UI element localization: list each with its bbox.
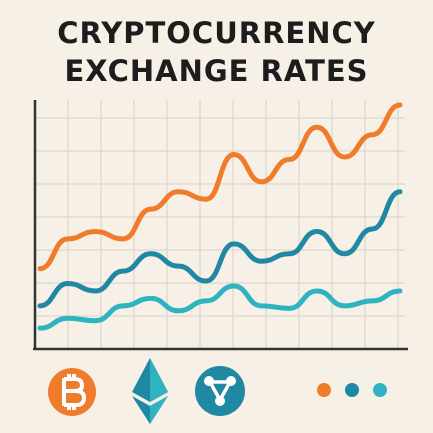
chart-title: CRYPTOCURRENCY EXCHANGE RATES [57, 16, 376, 88]
bitcoin-icon [48, 368, 96, 416]
series-line [37, 283, 403, 331]
grid [34, 100, 405, 348]
series-line [37, 102, 403, 272]
ethereum-icon [132, 358, 168, 424]
series-line [37, 189, 403, 309]
ripple-icon [195, 366, 245, 416]
pager-dots [317, 383, 387, 397]
